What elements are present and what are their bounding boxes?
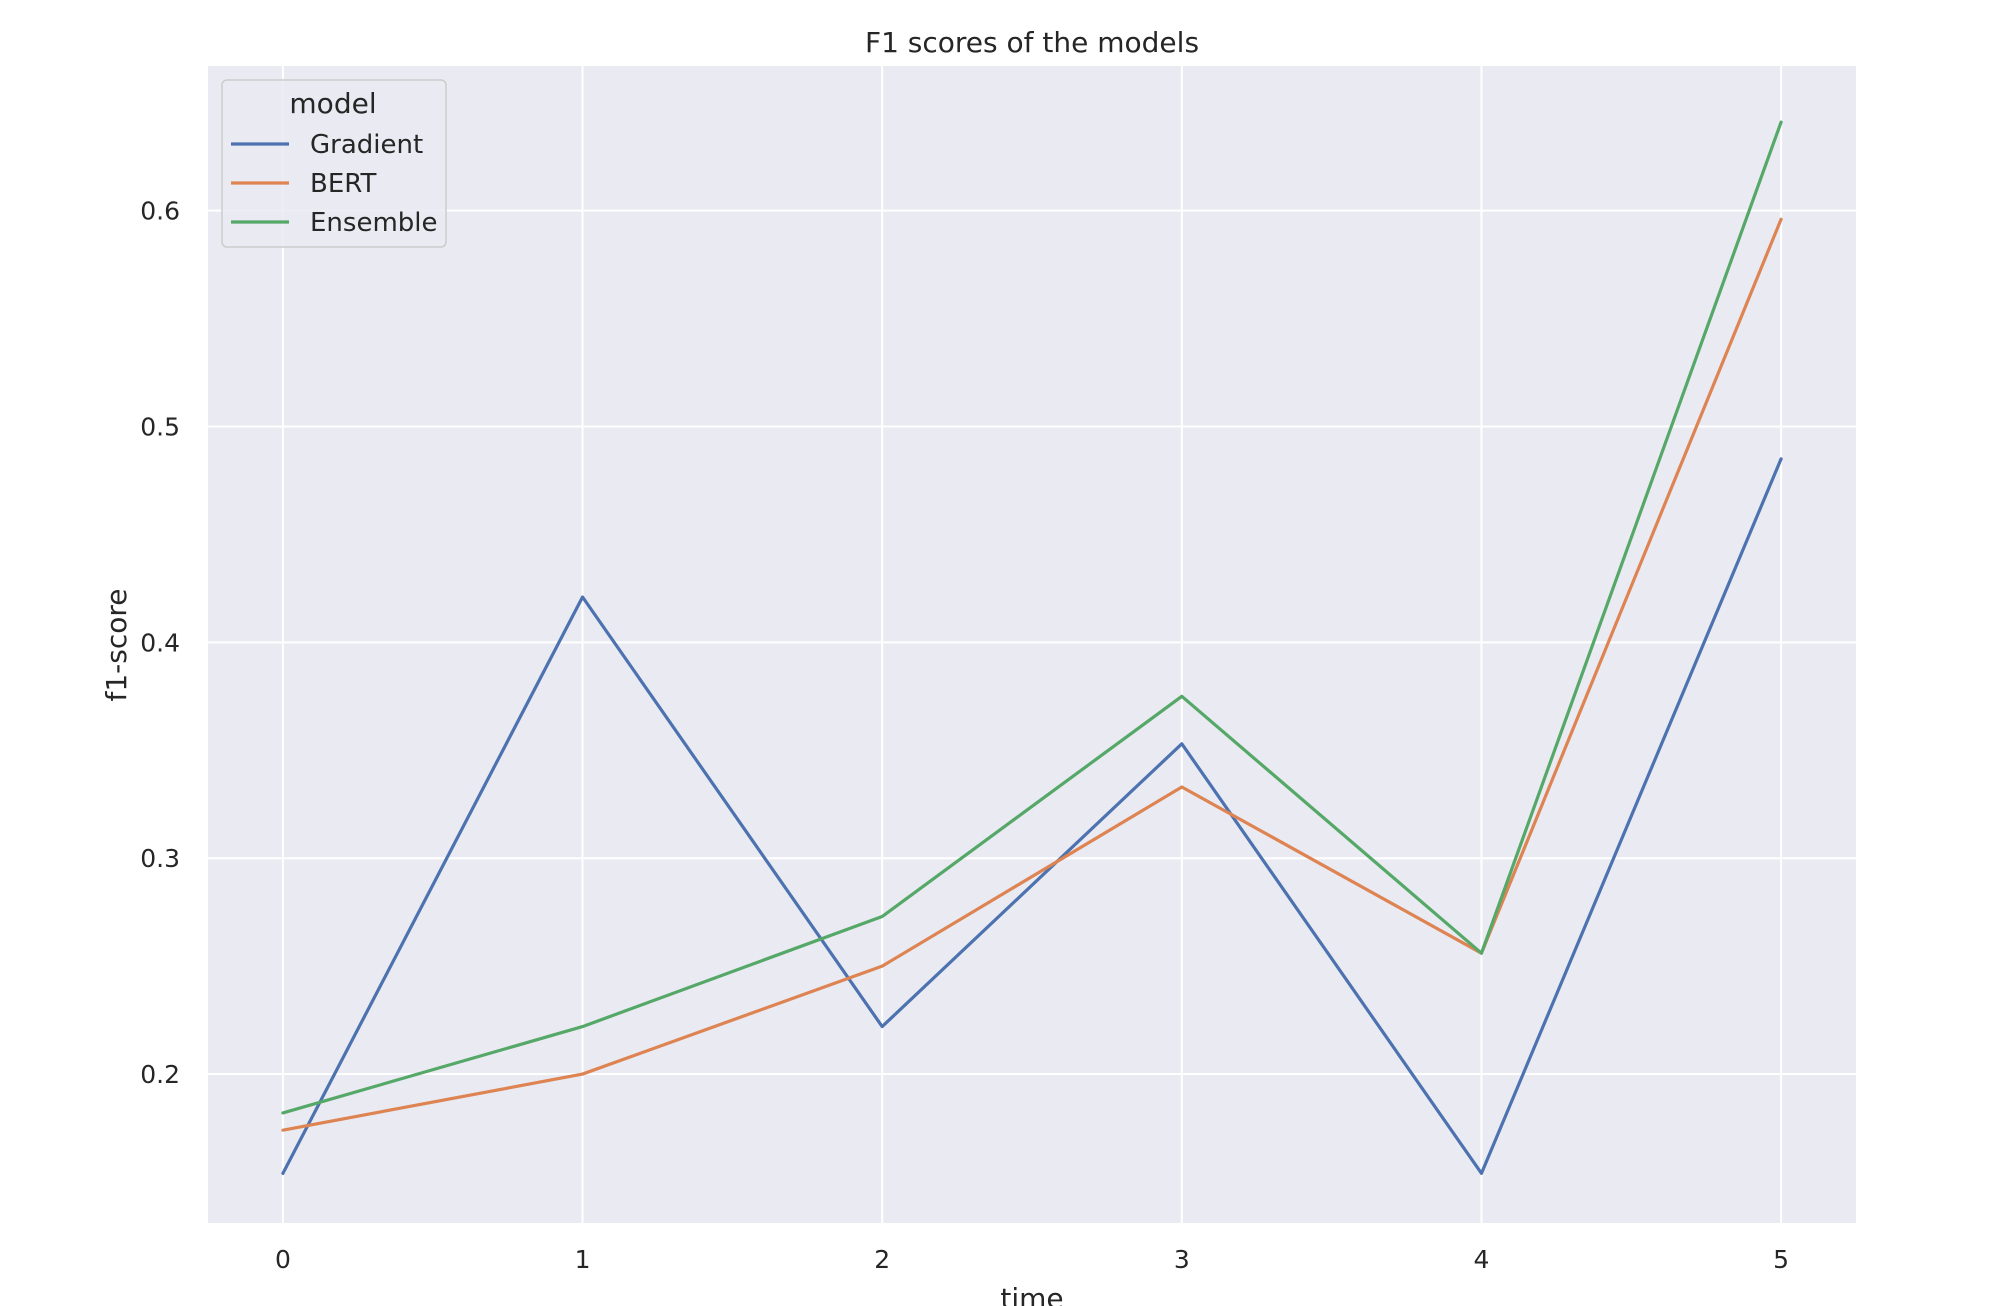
x-tick-label: 4 (1474, 1245, 1490, 1274)
x-tick-label: 0 (275, 1245, 291, 1274)
x-axis-label: time (1000, 1282, 1063, 1306)
plot-area (208, 66, 1856, 1223)
legend: model Gradient BERT Ensemble (221, 79, 447, 248)
legend-label-ensemble: Ensemble (310, 208, 438, 238)
x-tick-label: 1 (575, 1245, 591, 1274)
series-lines (281, 120, 1783, 1175)
series-line-ensemble (281, 120, 1783, 1115)
chart-title: F1 scores of the models (865, 26, 1199, 59)
y-axis-label: f1-score (100, 588, 133, 701)
x-tick-label: 2 (874, 1245, 890, 1274)
y-tick-label: 0.2 (140, 1060, 180, 1089)
x-tick-label: 3 (1174, 1245, 1190, 1274)
series-line-bert (281, 217, 1783, 1132)
y-tick-label: 0.6 (140, 197, 180, 226)
legend-box (221, 79, 447, 248)
x-tick-label: 5 (1773, 1245, 1789, 1274)
legend-label-bert: BERT (310, 169, 376, 199)
y-tick-label: 0.4 (140, 628, 180, 657)
y-tick-label: 0.5 (140, 412, 180, 441)
legend-title: model (289, 87, 376, 120)
series-line-gradient (281, 457, 1783, 1175)
y-axis-ticks: 0.2 0.3 0.4 0.5 0.6 (140, 197, 180, 1089)
grid-lines (208, 66, 1856, 1223)
x-axis-ticks: 0 1 2 3 4 5 (275, 1245, 1789, 1274)
legend-items: Gradient BERT Ensemble (231, 130, 438, 238)
y-tick-label: 0.3 (140, 844, 180, 873)
legend-label-gradient: Gradient (310, 130, 423, 160)
